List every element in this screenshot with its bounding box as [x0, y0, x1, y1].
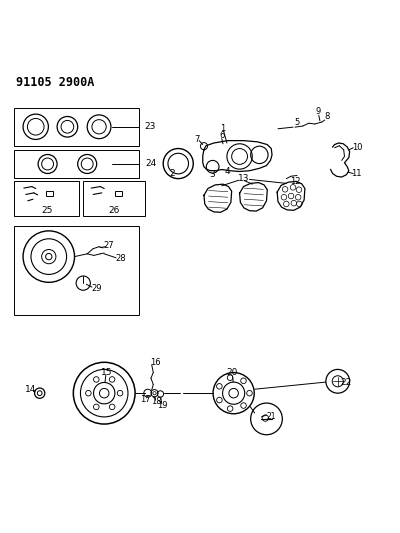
Bar [14, 150, 139, 178]
Text: 22: 22 [340, 378, 351, 387]
Text: 8: 8 [324, 112, 329, 122]
Bar [46, 191, 53, 197]
Text: 13: 13 [238, 174, 249, 183]
Text: 11: 11 [351, 169, 362, 178]
Text: 2: 2 [170, 169, 175, 178]
Text: 4: 4 [225, 167, 230, 176]
Text: 3: 3 [209, 170, 215, 179]
Bar [83, 181, 144, 216]
Text: 6: 6 [219, 131, 224, 140]
Text: 91105 2900A: 91105 2900A [16, 76, 94, 88]
Bar [14, 108, 139, 146]
Text: 28: 28 [116, 254, 126, 263]
Text: 26: 26 [108, 206, 120, 215]
Text: 18: 18 [151, 398, 162, 406]
Text: 5: 5 [294, 117, 300, 126]
Text: 21: 21 [266, 413, 276, 422]
Bar [115, 191, 122, 197]
Text: 14: 14 [25, 385, 36, 394]
Text: 17: 17 [140, 395, 151, 404]
Bar [14, 181, 79, 216]
Bar [14, 226, 139, 315]
Text: 23: 23 [145, 122, 156, 131]
Text: 7: 7 [194, 134, 200, 143]
Text: 1: 1 [220, 124, 225, 133]
Text: 20: 20 [226, 368, 237, 377]
Text: 16: 16 [150, 358, 161, 367]
Text: 10: 10 [352, 143, 362, 152]
Text: 24: 24 [145, 159, 156, 168]
Text: 27: 27 [104, 241, 114, 251]
Text: 19: 19 [157, 401, 168, 410]
Text: 15: 15 [101, 368, 113, 377]
Text: 29: 29 [92, 284, 102, 293]
Text: 12: 12 [290, 177, 300, 186]
Text: 9: 9 [315, 107, 320, 116]
Text: 25: 25 [41, 206, 52, 215]
